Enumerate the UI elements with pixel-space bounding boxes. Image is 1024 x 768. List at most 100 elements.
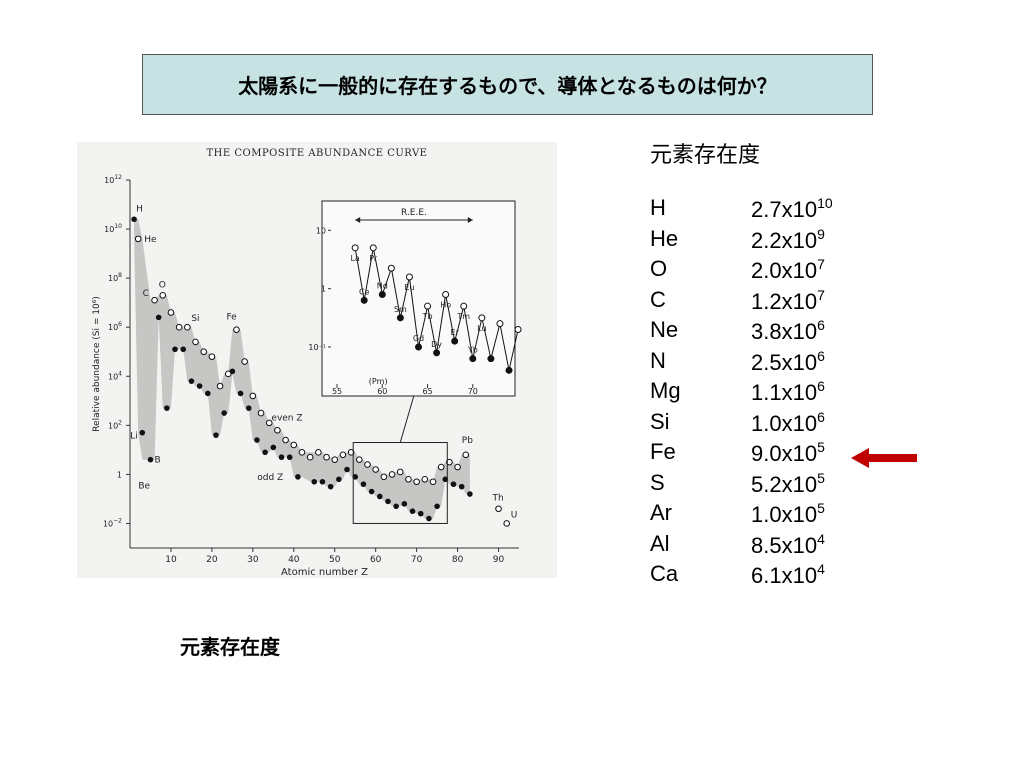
even-z-point (462, 451, 470, 459)
point-label: Si (191, 314, 199, 324)
abundance-exponent: 5 (817, 439, 825, 455)
ree-element-label: Yb (467, 346, 478, 355)
abundance-chart-svg: THE COMPOSITE ABUNDANCE CURVE10121010108… (92, 148, 522, 578)
ree-even-point (360, 296, 368, 304)
ree-element-label: Lu (477, 324, 486, 333)
abundance-exponent: 4 (817, 530, 825, 547)
point-label: H (136, 204, 143, 214)
even-z-point (192, 338, 199, 346)
abundance-exponent: 7 (817, 256, 825, 272)
odd-z-point (147, 456, 154, 463)
element-symbol: Ne (650, 317, 679, 342)
x-tick-label: 60 (370, 555, 382, 565)
point-label: Th (492, 494, 504, 504)
even-z-point (200, 348, 208, 356)
inset-x-tick-label: 70 (468, 387, 478, 396)
odd-z-point (172, 346, 178, 353)
abundance-exponent: 4 (817, 561, 825, 577)
even-z-point (241, 358, 248, 365)
ree-arrow-left-icon (355, 217, 361, 223)
ree-element-label: Tm (456, 312, 470, 321)
odd-z-point (229, 368, 236, 375)
ree-element-label: Nd (377, 282, 388, 291)
x-tick-label: 90 (493, 555, 505, 565)
odd-z-point (319, 478, 326, 485)
odd-z-point (368, 488, 375, 495)
even-z-point (446, 458, 453, 466)
table-title: 元素存在度 (650, 143, 761, 168)
point-label: Li (130, 432, 138, 442)
even-z-point (364, 461, 371, 468)
ree-odd-point (405, 273, 413, 281)
odd-z-point (426, 515, 432, 522)
inset-x-tick-label: 65 (422, 387, 432, 396)
abundance-value: 9.0x105 (751, 439, 825, 466)
element-symbol: He (650, 225, 679, 251)
even-z-point (495, 505, 502, 513)
question-text: 太陽系に一般的に存在するもので、導体となるものは何か？ (238, 74, 777, 98)
abundance-value: 5.2x105 (751, 469, 825, 497)
odd-z-point (434, 503, 440, 510)
point-label: He (144, 235, 157, 245)
element-symbol: N (650, 347, 666, 373)
y-tick-label: 1 (117, 470, 122, 479)
inset-x-tick-label: 60 (377, 387, 387, 396)
x-tick-label: 30 (247, 555, 259, 565)
abundance-value: 2.7x1010 (751, 195, 833, 222)
abundance-chart: THE COMPOSITE ABUNDANCE CURVE 1012 1010 108… (77, 142, 557, 578)
abundance-value: 1.0x106 (751, 408, 825, 436)
odd-z-point (467, 491, 473, 497)
odd-z-point (155, 314, 162, 321)
odd-z-point (262, 449, 268, 456)
y-tick-label: 1012 (104, 174, 122, 185)
odd-z-point (327, 483, 334, 490)
odd-z-point (196, 383, 203, 389)
series-label-even: even Z (271, 413, 302, 423)
ree-even-point (415, 343, 422, 351)
ree-element-label: Eu (404, 283, 414, 292)
ree-even-point (505, 366, 513, 374)
odd-z-point (295, 474, 301, 480)
even-z-point (249, 392, 257, 400)
y-axis-label: Relative abundance (Si = 10⁶) (92, 296, 102, 432)
even-z-point (167, 309, 175, 316)
even-z-point (347, 449, 355, 456)
x-tick-label: 10 (165, 555, 177, 565)
abundance-exponent: 6 (817, 347, 825, 364)
even-z-point (274, 426, 281, 434)
odd-z-point (417, 510, 424, 517)
even-z-point (175, 323, 183, 331)
abundance-value: 3.8x106 (751, 317, 825, 344)
odd-z-point (344, 466, 350, 473)
even-z-point (323, 453, 330, 461)
element-symbol: Fe (650, 439, 676, 464)
x-tick-label: 50 (329, 555, 341, 565)
abundance-value: 1.1x106 (751, 378, 825, 405)
y-tick-label: 10−2 (103, 517, 122, 528)
ree-odd-point (424, 302, 432, 310)
point-label: Be (138, 481, 150, 491)
ree-element-label: Ho (440, 301, 451, 310)
odd-z-point (311, 478, 318, 485)
odd-z-point (401, 501, 408, 507)
even-z-point (396, 468, 404, 476)
even-z-point (356, 456, 363, 463)
abundance-value: 2.2x109 (751, 225, 825, 253)
ree-element-label: Ce (359, 287, 370, 296)
even-z-point (405, 476, 412, 483)
odd-z-point (180, 346, 187, 353)
inset-x-tick-label: 55 (332, 387, 342, 396)
abundance-exponent: 7 (817, 286, 825, 303)
ree-element-label: Er (451, 328, 460, 337)
highlight-arrow-icon (851, 448, 917, 468)
chart-title: THE COMPOSITE ABUNDANCE CURVE (207, 148, 428, 159)
even-z-point (282, 436, 289, 444)
inset-y-tick-label: 10 (316, 226, 326, 235)
ree-even-point (469, 355, 477, 363)
ree-odd-point (496, 320, 504, 328)
abundance-value: 2.5x106 (751, 347, 825, 375)
ree-even-point (396, 314, 404, 322)
ree-odd-point (442, 291, 450, 298)
ree-odd-point (351, 244, 359, 252)
even-z-point (413, 478, 420, 486)
